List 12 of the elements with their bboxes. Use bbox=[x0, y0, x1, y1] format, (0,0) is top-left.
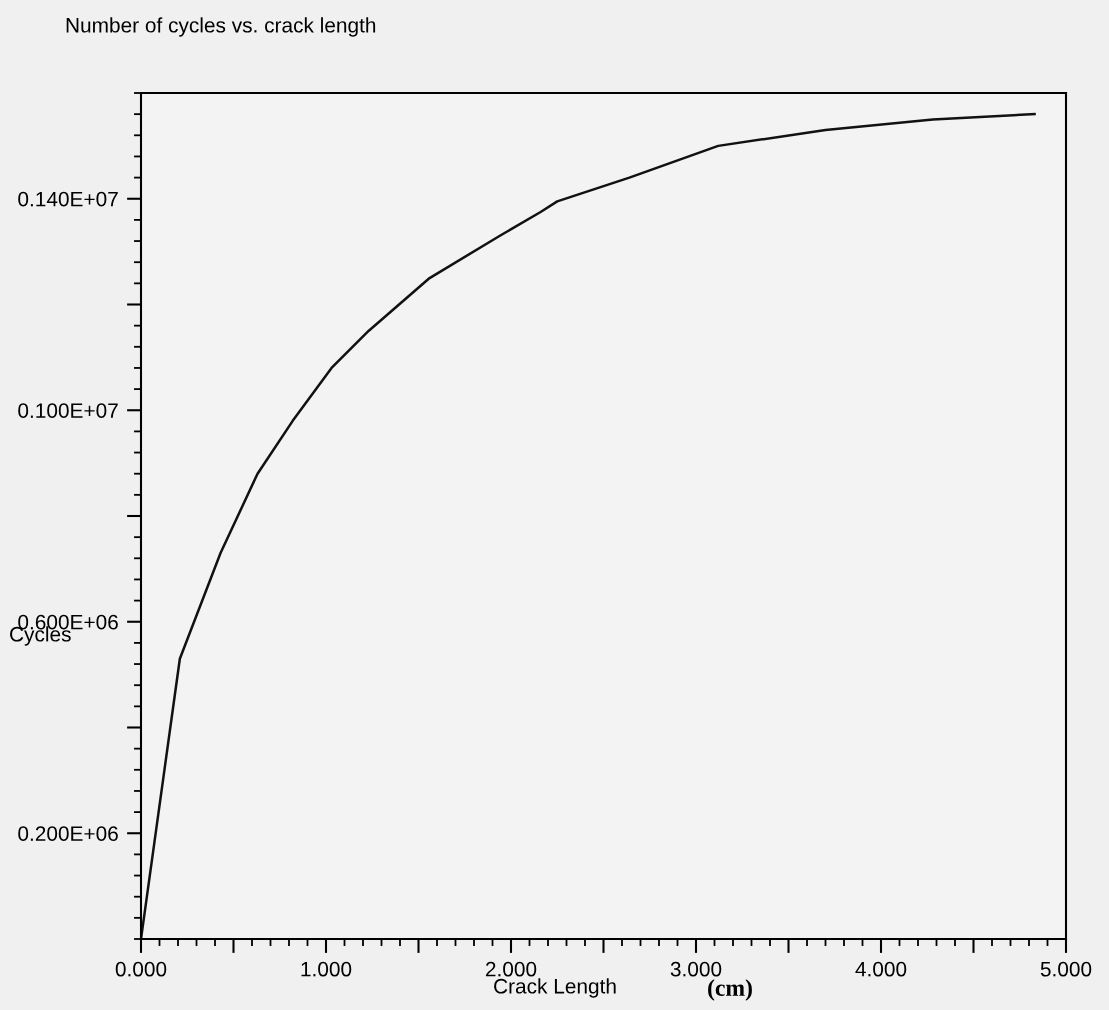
chart-title: Number of cycles vs. crack length bbox=[66, 17, 376, 37]
x-tick-label: 0.000 bbox=[115, 961, 167, 977]
x-tick-label: 3.000 bbox=[670, 961, 722, 977]
x-axis-title: Crack Length bbox=[494, 978, 616, 998]
y-tick-label: 0.100E+07 bbox=[18, 403, 118, 418]
x-tick-label: 4.000 bbox=[855, 961, 907, 977]
x-tick-label: 2.000 bbox=[485, 961, 537, 977]
x-tick-label: 1.000 bbox=[301, 961, 352, 977]
y-tick-label: 0.200E+06 bbox=[18, 826, 118, 841]
y-tick-label: 0.140E+07 bbox=[18, 191, 118, 207]
text: (cm) bbox=[708, 979, 752, 1001]
x-tick-label: 5.000 bbox=[1040, 961, 1092, 977]
